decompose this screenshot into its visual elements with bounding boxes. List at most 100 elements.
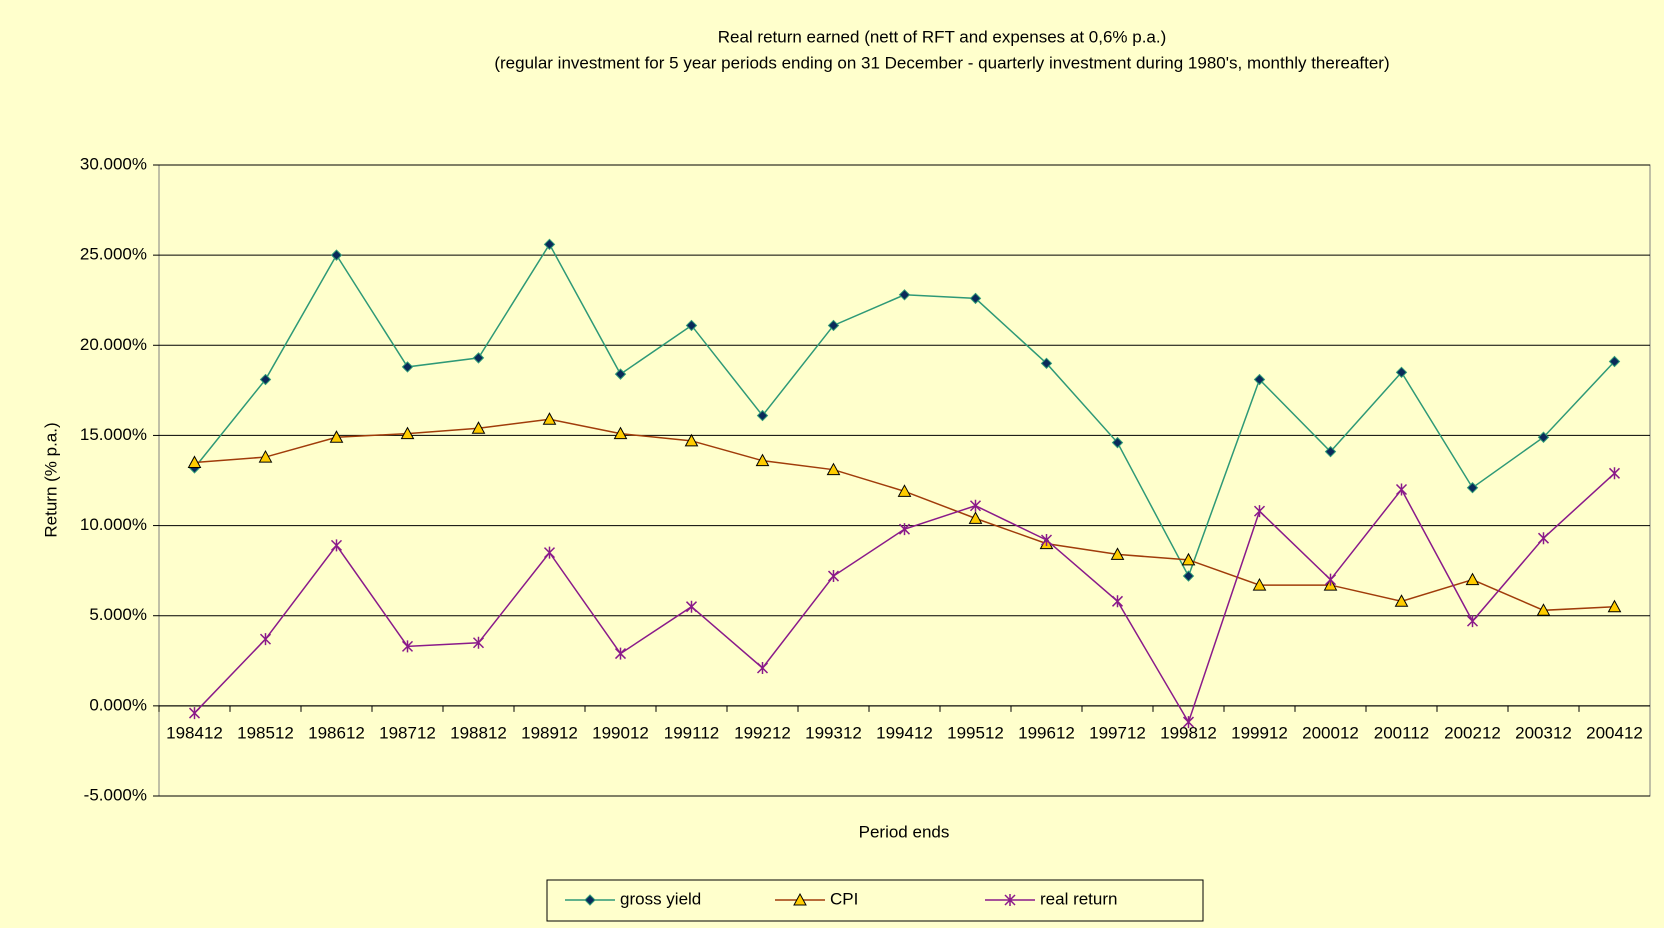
marker xyxy=(1537,532,1550,545)
marker xyxy=(756,661,769,674)
marker xyxy=(1608,467,1621,480)
marker xyxy=(1466,482,1479,494)
legend-label: gross yield xyxy=(620,889,701,908)
marker xyxy=(187,455,202,468)
y-tick-label: 20.000% xyxy=(80,335,147,354)
marker xyxy=(684,433,699,447)
marker xyxy=(1182,570,1195,582)
marker xyxy=(685,600,698,613)
x-tick-label: 199512 xyxy=(947,723,1004,742)
marker xyxy=(827,570,840,583)
marker xyxy=(1181,552,1196,566)
legend-label: CPI xyxy=(830,889,858,908)
marker xyxy=(1253,373,1266,386)
marker xyxy=(1252,578,1267,591)
marker xyxy=(1111,595,1124,608)
marker xyxy=(1182,716,1195,729)
x-axis-title: Period ends xyxy=(859,822,950,841)
marker xyxy=(584,894,596,906)
x-tick-label: 199712 xyxy=(1089,723,1146,742)
y-tick-label: 10.000% xyxy=(80,515,147,534)
marker xyxy=(826,462,841,476)
x-tick-label: 198712 xyxy=(379,723,436,742)
y-tick-label: 5.000% xyxy=(89,605,147,624)
marker xyxy=(1465,572,1480,586)
marker xyxy=(1253,505,1266,518)
marker xyxy=(259,633,272,646)
marker xyxy=(471,421,486,434)
x-tick-label: 200412 xyxy=(1586,723,1643,742)
marker xyxy=(1466,615,1479,628)
marker xyxy=(1040,357,1053,370)
x-tick-label: 198412 xyxy=(166,723,223,742)
marker xyxy=(1004,894,1016,906)
marker xyxy=(330,249,343,261)
x-tick-label: 198912 xyxy=(521,723,578,742)
x-tick-label: 199012 xyxy=(592,723,649,742)
x-tick-label: 199312 xyxy=(805,723,862,742)
x-tick-label: 199912 xyxy=(1231,723,1288,742)
marker xyxy=(1537,431,1550,443)
x-tick-label: 200212 xyxy=(1444,723,1501,742)
x-tick-label: 199812 xyxy=(1160,723,1217,742)
marker xyxy=(968,511,983,524)
marker xyxy=(897,484,912,497)
marker xyxy=(543,546,556,559)
x-tick-label: 198512 xyxy=(237,723,294,742)
marker xyxy=(755,453,770,467)
y-tick-label: -5.000% xyxy=(84,785,147,804)
marker xyxy=(400,426,415,440)
y-tick-label: 30.000% xyxy=(80,154,147,173)
marker xyxy=(258,450,273,463)
marker xyxy=(330,539,343,552)
legend-label: real return xyxy=(1040,889,1117,908)
marker xyxy=(685,319,698,332)
y-axis-title: Return (% p.a.) xyxy=(41,422,60,537)
marker xyxy=(969,499,982,512)
x-tick-label: 198812 xyxy=(450,723,507,742)
y-tick-label: 0.000% xyxy=(89,695,147,714)
marker xyxy=(1607,599,1622,613)
marker xyxy=(756,409,769,422)
x-tick-label: 200012 xyxy=(1302,723,1359,742)
plot-area xyxy=(158,164,1651,797)
marker xyxy=(472,352,485,364)
marker xyxy=(1324,573,1337,586)
x-tick-label: 200112 xyxy=(1374,723,1429,742)
marker xyxy=(401,640,414,653)
chart-title: Real return earned (nett of RFT and expe… xyxy=(718,27,1167,46)
marker xyxy=(1394,594,1409,607)
marker xyxy=(472,636,485,649)
marker xyxy=(827,319,840,332)
marker xyxy=(1395,366,1408,379)
marker xyxy=(969,292,982,305)
marker xyxy=(401,361,414,373)
legend-box xyxy=(546,879,1204,922)
marker xyxy=(614,368,627,380)
x-tick-label: 199112 xyxy=(664,723,719,742)
chart-subtitle: (regular investment for 5 year periods e… xyxy=(494,53,1389,72)
marker xyxy=(543,238,556,251)
marker xyxy=(188,707,201,720)
marker xyxy=(898,289,911,301)
marker xyxy=(1608,355,1621,368)
marker xyxy=(613,426,628,440)
marker xyxy=(329,430,344,443)
marker xyxy=(1111,436,1124,449)
marker xyxy=(614,647,627,660)
marker xyxy=(1110,547,1125,560)
x-tick-label: 199412 xyxy=(876,723,933,742)
x-tick-label: 199612 xyxy=(1018,723,1075,742)
marker xyxy=(898,523,911,536)
x-tick-label: 198612 xyxy=(308,723,365,742)
marker xyxy=(542,412,557,425)
marker xyxy=(1536,603,1551,616)
y-tick-label: 25.000% xyxy=(80,245,147,264)
x-tick-label: 199212 xyxy=(734,723,791,742)
y-tick-label: 15.000% xyxy=(80,425,147,444)
marker xyxy=(793,892,807,906)
marker xyxy=(1395,483,1408,496)
marker xyxy=(1040,533,1053,546)
marker xyxy=(1324,445,1337,458)
